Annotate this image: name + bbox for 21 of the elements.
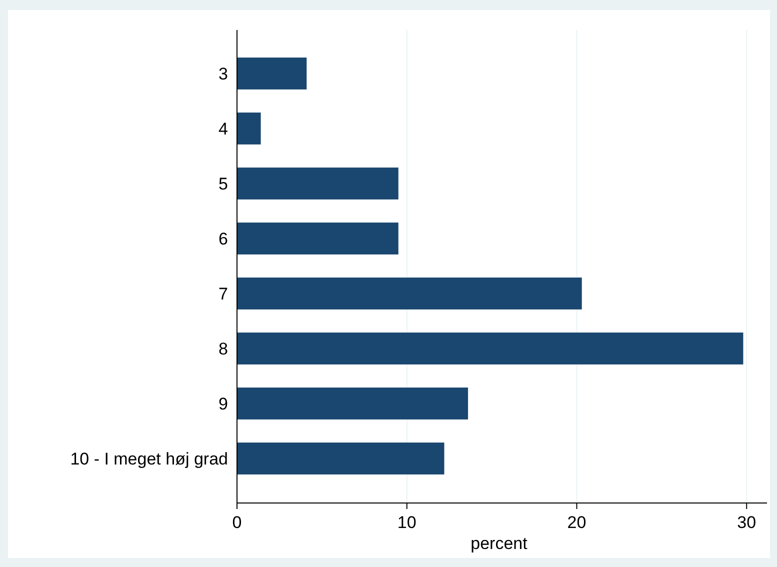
- x-axis-title: percent: [470, 534, 528, 553]
- x-tick-label: 20: [567, 513, 586, 532]
- y-tick-label: 4: [218, 119, 228, 138]
- bar: [237, 168, 398, 200]
- bar: [237, 332, 744, 364]
- x-tick-label: 0: [232, 513, 242, 532]
- bar: [237, 222, 398, 254]
- bar: [237, 112, 261, 144]
- x-tick-label: 10: [397, 513, 416, 532]
- bar: [237, 388, 468, 420]
- y-tick-label: 3: [218, 64, 228, 84]
- y-tick-label: 7: [218, 284, 228, 304]
- y-tick-label: 10 - I meget høj grad: [70, 449, 228, 468]
- bar: [237, 442, 444, 474]
- bar: [237, 278, 582, 310]
- y-tick-label: 6: [218, 229, 228, 248]
- x-tick-label: 30: [737, 513, 756, 532]
- y-tick-label: 8: [218, 339, 228, 358]
- y-tick-label: 9: [218, 394, 228, 414]
- y-tick-label: 5: [218, 174, 228, 194]
- bar: [237, 58, 307, 90]
